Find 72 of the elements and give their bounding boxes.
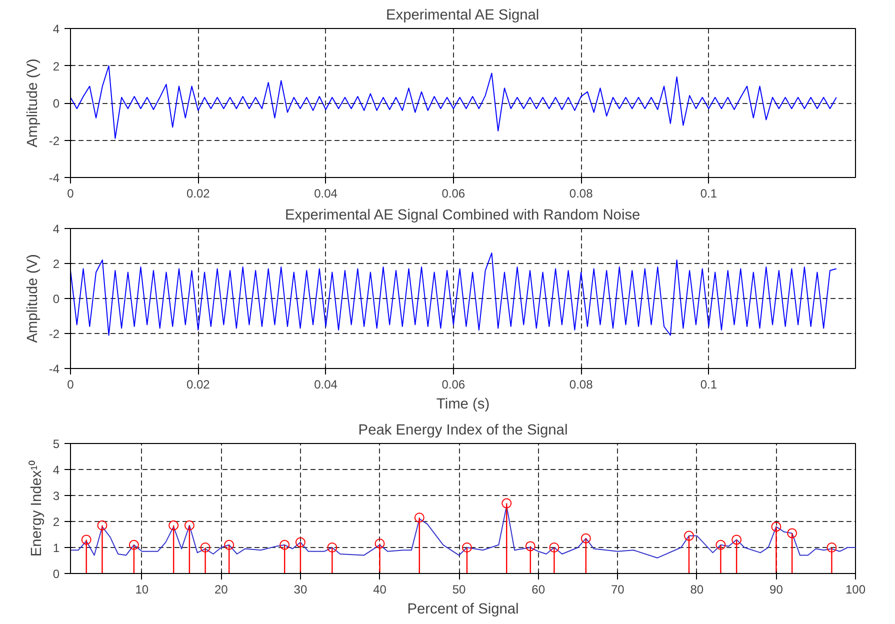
point xyxy=(684,530,694,541)
x-tick-label: 30 xyxy=(294,582,308,596)
point xyxy=(826,542,837,552)
point xyxy=(81,534,92,545)
y-tick-label: 0 xyxy=(52,96,60,110)
chart-title: Experimental AE Signal Combined with Random Noise xyxy=(285,208,640,224)
x-tick-label: 0.06 xyxy=(442,378,466,392)
point xyxy=(168,520,179,530)
point xyxy=(549,542,560,552)
chart-title: Peak Energy Index of the Signal xyxy=(358,422,568,438)
point xyxy=(280,540,290,550)
point xyxy=(525,541,536,552)
x-tick-label: 0.1 xyxy=(700,186,718,200)
y-axis-title: Energy Index¹⁰ xyxy=(28,460,45,557)
x-tick-label: 20 xyxy=(214,582,228,596)
y-axis-title: Amplitude (V) xyxy=(24,58,41,148)
y-axis-title: Amplitude (V) xyxy=(24,254,41,343)
y-tick-label: 1 xyxy=(52,541,60,555)
line-series xyxy=(70,252,837,336)
x-tick-label: 10 xyxy=(135,582,149,596)
y-tick-label: 2 xyxy=(52,59,60,74)
y-tick-label: -4 xyxy=(48,171,60,185)
point xyxy=(771,522,782,532)
y-tick-label: 2 xyxy=(52,257,60,271)
point xyxy=(224,540,234,550)
y-tick-label: 4 xyxy=(52,463,60,477)
x-tick-label: 40 xyxy=(373,582,387,596)
point xyxy=(295,537,306,548)
y-tick-label: 0 xyxy=(52,292,60,306)
line-series xyxy=(70,65,837,139)
y-tick-label: 3 xyxy=(52,489,60,503)
point xyxy=(502,498,512,508)
x-tick-label: 0 xyxy=(67,378,74,392)
point xyxy=(716,540,726,550)
x-tick-label: 0.02 xyxy=(186,378,210,392)
x-tick-label: 0.08 xyxy=(569,186,594,200)
point xyxy=(580,533,591,544)
x-tick-label: 0.08 xyxy=(569,378,594,392)
point xyxy=(414,512,424,523)
point xyxy=(327,542,338,552)
x-tick-label: 60 xyxy=(532,582,546,596)
line-series xyxy=(70,505,856,558)
y-tick-label: 4 xyxy=(52,222,60,236)
x-tick-label: 100 xyxy=(845,582,866,596)
x-tick-label: 90 xyxy=(770,582,784,596)
x-tick-label: 0.1 xyxy=(700,378,718,392)
x-axis-title: Percent of Signal xyxy=(407,602,519,618)
y-tick-label: 0 xyxy=(52,567,60,581)
point xyxy=(732,534,742,545)
point xyxy=(787,528,798,538)
x-tick-label: 0 xyxy=(67,186,74,200)
point xyxy=(374,538,385,549)
point xyxy=(462,542,472,552)
y-tick-label: 2 xyxy=(52,515,60,529)
x-axis-title: Time (s) xyxy=(436,396,490,412)
x-tick-label: 50 xyxy=(452,582,466,596)
y-tick-label: -2 xyxy=(48,327,60,341)
point xyxy=(184,520,194,530)
x-tick-label: 0.06 xyxy=(442,186,466,200)
x-tick-label: 70 xyxy=(610,582,625,596)
point xyxy=(97,520,108,530)
point xyxy=(200,542,210,552)
y-tick-label: 5 xyxy=(52,437,60,451)
chart-title: Experimental AE Signal xyxy=(386,8,540,24)
y-tick-label: -2 xyxy=(48,134,60,148)
x-tick-label: 0.04 xyxy=(314,186,338,200)
y-tick-label: 4 xyxy=(52,22,60,36)
x-tick-label: 0.02 xyxy=(186,186,210,200)
point xyxy=(128,540,139,550)
x-tick-label: 0.04 xyxy=(314,378,338,392)
y-tick-label: -4 xyxy=(48,362,60,376)
x-tick-label: 80 xyxy=(690,582,704,596)
